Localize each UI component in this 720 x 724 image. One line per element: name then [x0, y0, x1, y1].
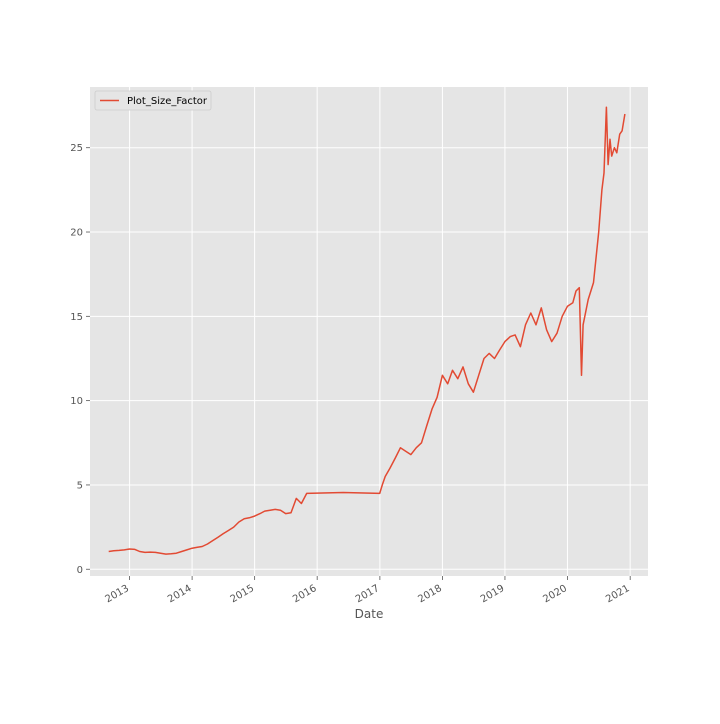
x-tick-label: 2018 [416, 583, 444, 605]
plot-background [90, 87, 648, 576]
legend-box [94, 90, 212, 111]
x-tick-label: 2020 [541, 583, 569, 605]
x-tick-label: 2015 [229, 583, 257, 605]
series-line [108, 106, 626, 555]
y-tick-label: 10 [70, 396, 83, 407]
x-tick-label: 2017 [354, 583, 382, 605]
series-layer [108, 106, 626, 555]
y-tick-label: 5 [77, 480, 83, 491]
x-axis-label: Date [355, 607, 384, 621]
y-tick-label: 25 [70, 143, 83, 154]
y-axis: 0 5 10 15 20 25 [70, 143, 90, 576]
y-tick-label: 15 [70, 312, 83, 323]
y-tick-label: 0 [77, 565, 83, 576]
x-tick-label: 2014 [166, 583, 194, 605]
x-tick-label: 2013 [104, 583, 132, 605]
y-tick-label: 20 [70, 228, 83, 239]
x-tick-label: 2019 [479, 583, 507, 605]
x-tick-label: 2021 [604, 583, 632, 605]
legend: Plot_Size_Factor [94, 90, 212, 111]
x-axis: 2013 2014 2015 2016 2017 2018 2019 2020 2021 [104, 576, 632, 605]
legend-label-series: Plot_Size_Factor [127, 96, 208, 107]
grid [90, 87, 648, 576]
x-tick-label: 2016 [291, 583, 319, 605]
